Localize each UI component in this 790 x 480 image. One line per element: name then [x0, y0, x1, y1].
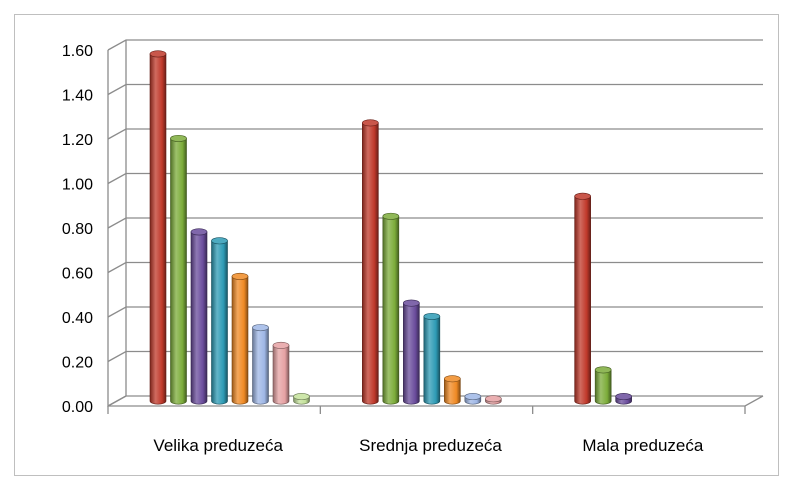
gridline [107, 172, 763, 185]
y-tick-label: 1.00 [62, 177, 93, 194]
y-tick-label: 0.40 [62, 310, 93, 327]
bar [423, 312, 441, 405]
chart-frame [14, 14, 779, 476]
bar [444, 375, 461, 405]
bar [293, 393, 310, 405]
bar [615, 393, 632, 405]
bar [211, 237, 228, 405]
bar [362, 119, 379, 405]
bar [403, 299, 420, 405]
x-category-label: Srednja preduzeća [359, 436, 502, 455]
bars [149, 50, 632, 405]
gridlines [107, 39, 763, 407]
bar [574, 192, 591, 405]
y-tick-label: 0.20 [62, 355, 93, 372]
bar [272, 341, 290, 405]
gridline [107, 217, 763, 229]
y-tick-label: 0.60 [62, 266, 93, 283]
gridline [107, 261, 763, 274]
gridline [107, 395, 763, 407]
gridline [107, 39, 763, 51]
y-tick-label: 1.60 [62, 43, 93, 60]
bar [231, 272, 249, 405]
gridline [107, 306, 763, 318]
bar [485, 395, 502, 405]
y-tick-label: 1.20 [62, 132, 93, 149]
gridline [107, 83, 763, 96]
x-axis-category-labels: Velika preduzeća Srednja preduzeća Mala pr… [153, 436, 703, 455]
gridline [107, 350, 763, 363]
y-axis-tick-labels: 0.00 0.20 0.40 0.60 0.80 1.00 1.20 1.40 1.60 [62, 43, 93, 416]
bar [252, 324, 269, 405]
gridline [107, 128, 763, 140]
bar [190, 228, 208, 405]
y-tick-label: 1.40 [62, 88, 93, 105]
bar [382, 212, 400, 405]
x-category-label: Velika preduzeća [153, 436, 283, 455]
y-tick-label: 0.00 [62, 399, 93, 416]
x-category-label: Mala preduzeća [582, 436, 704, 455]
y-tick-label: 0.80 [62, 221, 93, 238]
bar [464, 393, 482, 405]
bar [170, 134, 187, 405]
bar [149, 50, 167, 405]
bar [594, 366, 612, 405]
